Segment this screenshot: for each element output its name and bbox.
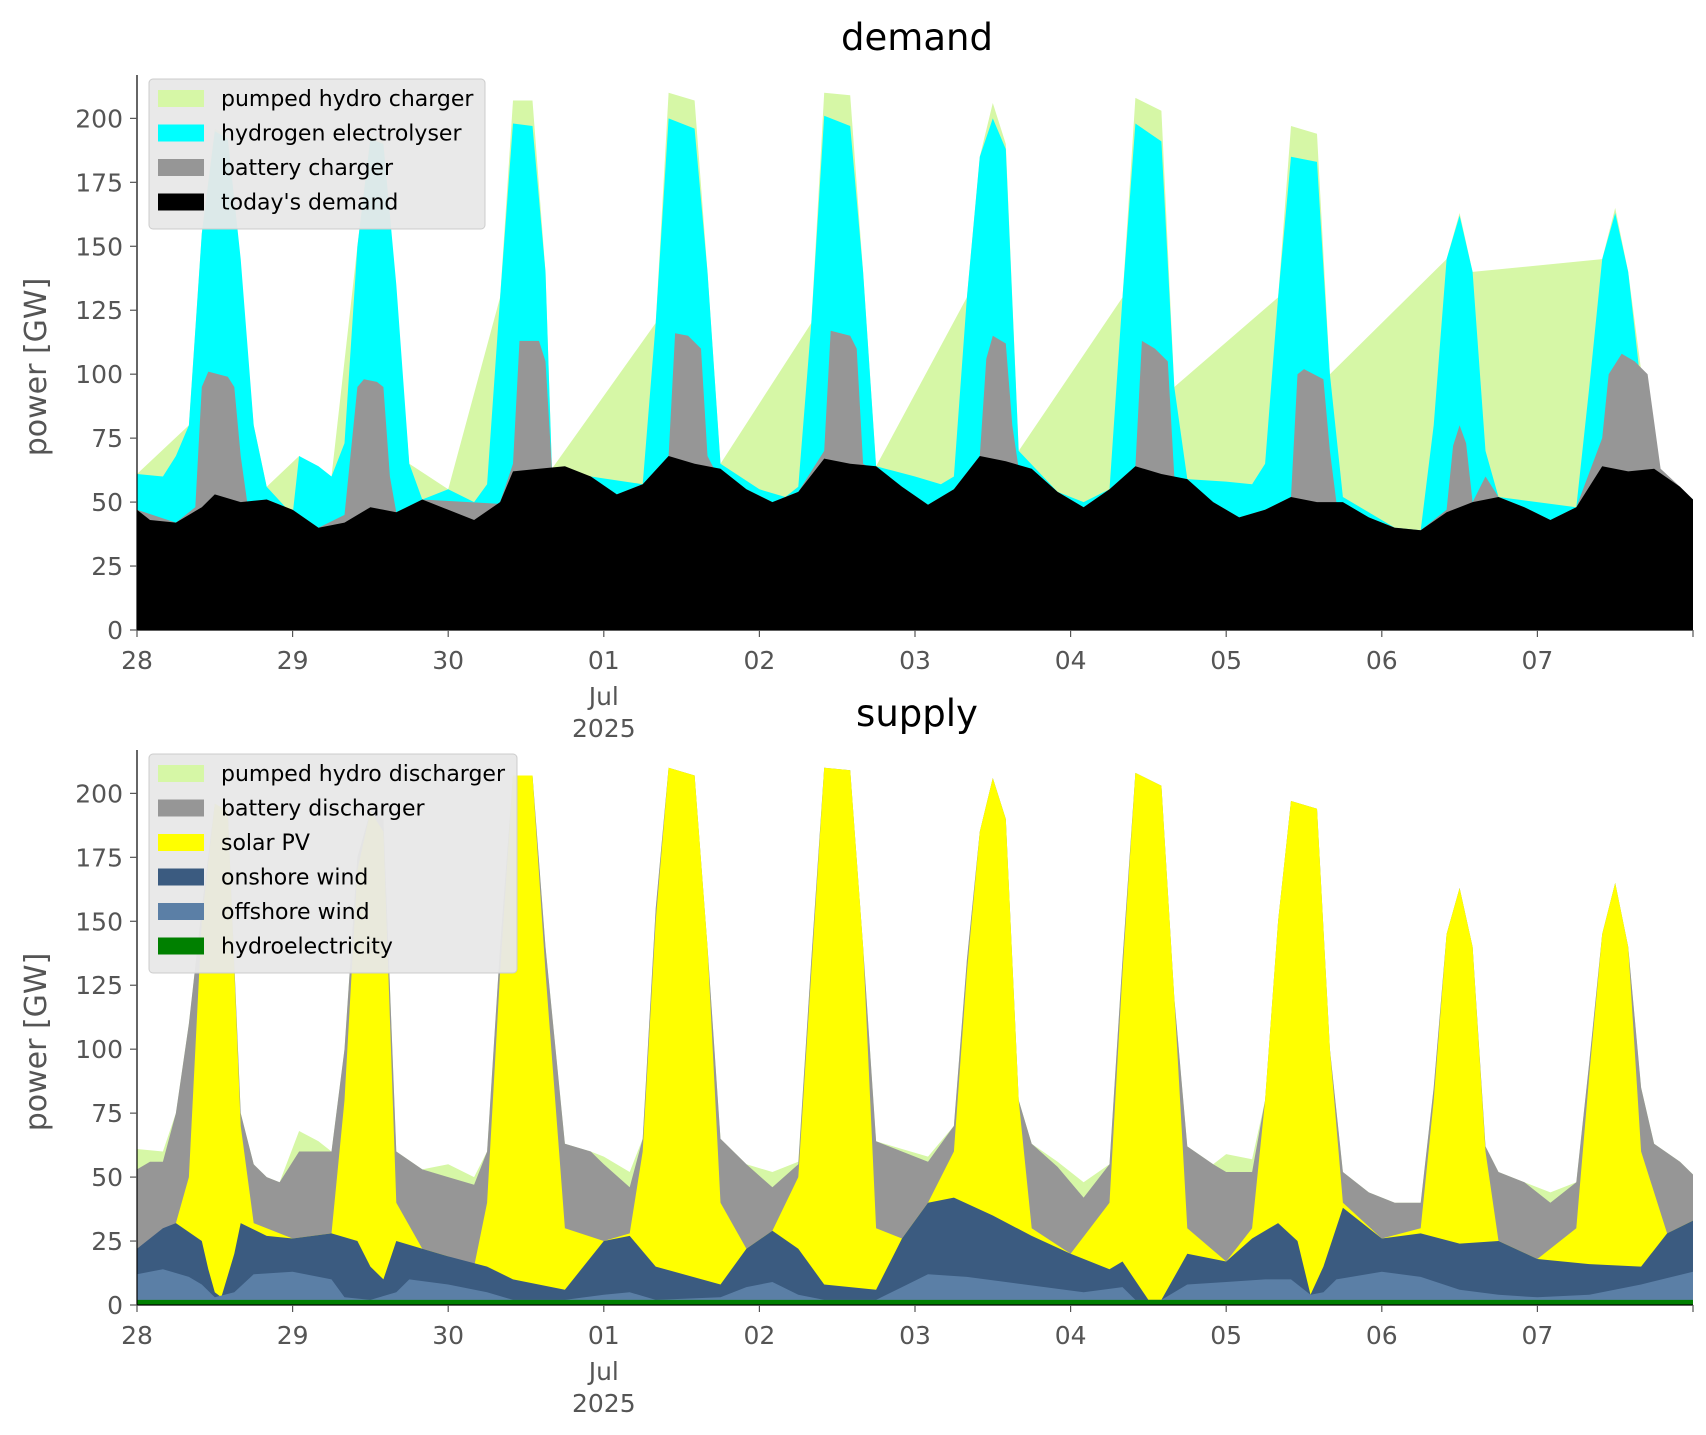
demand-chart: demand power [GW] 0 25 50 75 100 125 150 175 200… <box>19 16 1694 743</box>
x-tick-label: 29 <box>277 646 309 675</box>
axes-layer: 0 25 50 75 100 125 150 175 200 28 29 30 01 Jul 2025 02 0… <box>75 75 1694 743</box>
legend-label: battery charger <box>221 156 394 181</box>
x-tick-label: 03 <box>899 1321 931 1350</box>
legend-swatch <box>158 90 204 107</box>
area-layer <box>137 767 1693 1305</box>
legend-swatch <box>158 159 204 176</box>
x-tick-sublabel: Jul <box>587 682 619 711</box>
x-tick-label: 01 <box>588 1321 620 1350</box>
y-tick-label: 175 <box>75 843 123 872</box>
x-tick-label: 28 <box>121 646 153 675</box>
legend-label: pumped hydro charger <box>221 87 474 112</box>
y-tick-label: 100 <box>75 1035 123 1064</box>
x-tick-label: 30 <box>432 1321 464 1350</box>
chart-title: supply <box>856 692 978 735</box>
legend-swatch <box>158 765 204 782</box>
area-today-s-demand <box>137 456 1693 630</box>
y-tick-label: 100 <box>75 360 123 389</box>
legend-swatch <box>158 937 204 955</box>
legend-label: pumped hydro discharger <box>221 762 506 787</box>
y-tick-label: 75 <box>91 1099 123 1128</box>
x-tick-label: 02 <box>743 1321 775 1350</box>
legend-swatch <box>158 124 204 142</box>
x-tick-label: 07 <box>1521 1321 1553 1350</box>
x-tick-sublabel: 2025 <box>572 714 636 743</box>
x-tick-label: 07 <box>1521 646 1553 675</box>
x-tick-sublabel: Jul <box>587 1357 619 1386</box>
legend-swatch <box>158 799 204 817</box>
legend-swatch <box>158 193 204 211</box>
legend-label: offshore wind <box>221 900 370 925</box>
y-tick-label: 200 <box>75 104 123 133</box>
legend: pumped hydro charger hydrogen electrolyse… <box>148 78 486 230</box>
y-tick-label: 125 <box>75 296 123 325</box>
y-tick-label: 0 <box>107 1291 123 1320</box>
x-tick-label: 01 <box>588 646 620 675</box>
area-layer <box>137 92 1693 631</box>
y-tick-label: 0 <box>107 616 123 645</box>
area-solar-pv <box>137 767 1693 1305</box>
y-tick-label: 200 <box>75 779 123 808</box>
area-onshore-wind <box>137 1197 1693 1305</box>
legend-label: hydrogen electrolyser <box>221 122 462 147</box>
y-tick-label: 150 <box>75 232 123 261</box>
legend-box <box>148 753 518 974</box>
x-tick-label: 30 <box>432 646 464 675</box>
legend-swatch <box>158 834 204 851</box>
y-axis-label: power [GW] <box>19 278 54 457</box>
y-tick-label: 25 <box>91 1227 123 1256</box>
x-tick-label: 06 <box>1366 1321 1398 1350</box>
supply-chart: supply power [GW] 0 25 50 75 100 125 150 175 200… <box>19 692 1694 1418</box>
chart-title: demand <box>841 16 993 59</box>
y-tick-label: 25 <box>91 552 123 581</box>
x-tick-label: 02 <box>743 646 775 675</box>
x-tick-sublabel: 2025 <box>572 1389 636 1418</box>
x-tick-label: 29 <box>277 1321 309 1350</box>
y-tick-label: 50 <box>91 488 123 517</box>
x-tick-label: 05 <box>1210 1321 1242 1350</box>
area-offshore-wind <box>137 1269 1693 1305</box>
x-tick-label: 04 <box>1055 646 1087 675</box>
legend-label: solar PV <box>221 831 310 856</box>
legend: pumped hydro discharger battery discharge… <box>148 753 518 974</box>
y-tick-label: 125 <box>75 971 123 1000</box>
y-tick-label: 50 <box>91 1163 123 1192</box>
legend-label: hydroelectricity <box>221 935 393 960</box>
x-tick-label: 06 <box>1366 646 1398 675</box>
y-tick-label: 150 <box>75 907 123 936</box>
x-tick-label: 04 <box>1055 1321 1087 1350</box>
legend-label: onshore wind <box>221 866 368 891</box>
y-tick-label: 175 <box>75 168 123 197</box>
legend-swatch <box>158 903 204 920</box>
x-tick-label: 05 <box>1210 646 1242 675</box>
axes-layer: 0 25 50 75 100 125 150 175 200 28 29 30 01 Jul 2025 02 0… <box>75 750 1694 1418</box>
legend-box <box>148 78 486 230</box>
area-hydroelectricity <box>137 1299 1693 1305</box>
x-tick-label: 28 <box>121 1321 153 1350</box>
y-tick-label: 75 <box>91 424 123 453</box>
x-tick-label: 03 <box>899 646 931 675</box>
legend-swatch <box>158 868 204 886</box>
legend-label: battery discharger <box>221 797 426 822</box>
y-axis-label: power [GW] <box>19 953 54 1132</box>
legend-label: today's demand <box>221 191 398 216</box>
